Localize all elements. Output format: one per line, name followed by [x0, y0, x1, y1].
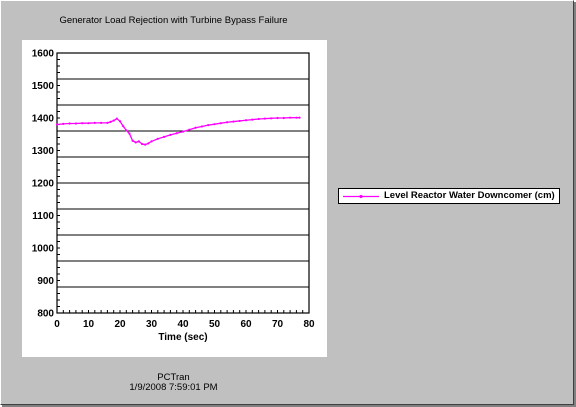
series-point	[109, 120, 112, 123]
series-point	[244, 119, 248, 122]
series-point	[128, 132, 131, 135]
series-point	[137, 140, 140, 143]
y-tick-label: 1500	[32, 81, 55, 92]
x-tick-label: 50	[209, 319, 221, 330]
series-point	[213, 123, 216, 126]
series-point	[232, 120, 235, 123]
series-point	[270, 117, 273, 120]
series-point	[93, 121, 96, 124]
series-point	[207, 124, 210, 127]
series-point	[238, 119, 241, 123]
x-tick-label: 0	[54, 319, 60, 330]
series-point	[62, 122, 65, 125]
series-point	[251, 118, 254, 121]
y-tick-label: 800	[37, 309, 54, 320]
y-tick-label: 1200	[32, 179, 55, 190]
legend-swatch	[343, 194, 379, 199]
series-point	[200, 125, 203, 128]
series-point	[55, 123, 59, 126]
series-point	[125, 129, 128, 132]
series-point	[194, 126, 197, 129]
series-point	[144, 143, 147, 146]
series-point	[298, 116, 301, 119]
series-point	[131, 139, 134, 142]
series-point	[150, 140, 153, 143]
y-tick-label: 1100	[32, 211, 54, 222]
series-point	[147, 142, 150, 145]
series-point	[156, 137, 159, 140]
x-tick-label: 70	[272, 319, 284, 330]
series-point	[122, 125, 125, 128]
legend-label: Level Reactor Water Downcomer (cm)	[384, 190, 555, 201]
series-point	[263, 117, 266, 120]
plot-panel: 800 900 1000 1100 1200 1300 1400 1500 1600 0 10 20 3…	[22, 40, 327, 357]
series-point	[181, 130, 185, 133]
series-point	[295, 116, 298, 119]
series-point	[87, 122, 90, 125]
y-tick-label: 1000	[32, 244, 55, 255]
y-tick-label: 1600	[32, 49, 55, 60]
x-tick-label: 10	[83, 319, 95, 330]
series-point	[81, 122, 84, 125]
series-point	[118, 120, 122, 123]
series-point	[175, 132, 178, 135]
x-tick-label: 60	[240, 319, 252, 330]
series-point	[282, 116, 285, 120]
series-point	[226, 121, 229, 124]
series-point	[289, 116, 292, 119]
y-tick-label: 1400	[32, 114, 55, 125]
series-point	[68, 122, 71, 125]
y-tick-label: 900	[37, 276, 54, 287]
footer-app-name: PCTran	[157, 372, 190, 383]
series-point	[140, 142, 144, 146]
footer-timestamp: 1/9/2008 7:59:01 PM	[129, 382, 218, 393]
series-point	[188, 128, 191, 131]
legend: Level Reactor Water Downcomer (cm)	[338, 188, 560, 204]
series-point	[219, 122, 222, 125]
series-point	[100, 121, 103, 124]
x-tick-label: 20	[114, 319, 126, 330]
series-point	[112, 119, 115, 122]
legend-marker	[359, 194, 363, 199]
series-point	[106, 121, 109, 124]
series-point	[276, 116, 279, 120]
x-axis-title: Time (sec)	[158, 332, 207, 343]
chart-svg: 800 900 1000 1100 1200 1300 1400 1500 1600 0 10 20 3…	[32, 49, 315, 344]
x-tick-label: 40	[177, 319, 189, 330]
x-tick-label: 30	[146, 319, 158, 330]
x-tick-label: 80	[303, 319, 315, 330]
series-point	[115, 117, 118, 120]
series-point	[169, 133, 172, 136]
series-point	[74, 122, 77, 125]
series-point	[257, 117, 260, 121]
chart-title: Generator Load Rejection with Turbine By…	[59, 15, 288, 26]
y-tick-label: 1300	[32, 146, 55, 157]
series-point	[163, 135, 166, 138]
series-point	[134, 141, 137, 144]
